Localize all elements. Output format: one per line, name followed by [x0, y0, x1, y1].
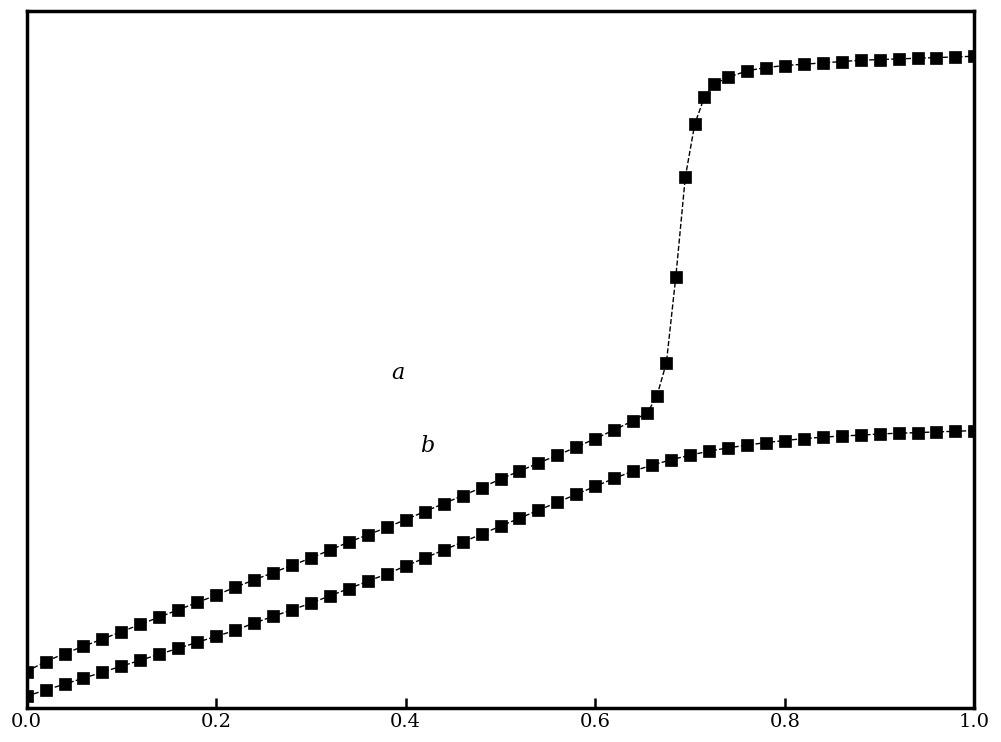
- Text: a: a: [391, 363, 404, 384]
- Text: b: b: [420, 436, 434, 458]
